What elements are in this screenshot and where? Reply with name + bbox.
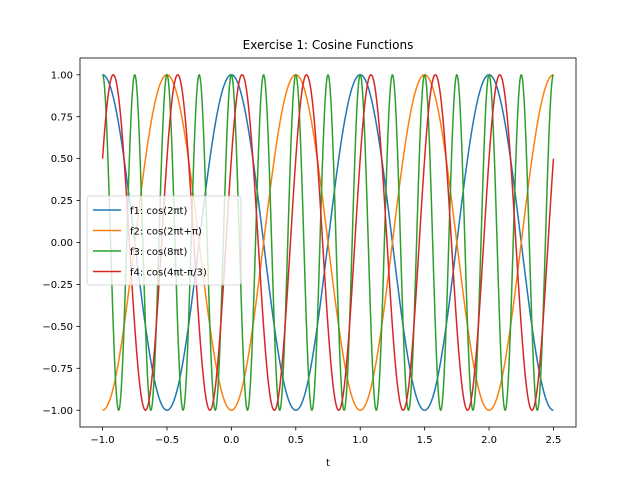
y-tick-label: 0.75 [51,112,73,123]
series-line-4 [101,74,555,411]
y-tick-label: 1.00 [51,70,73,81]
x-tick-label: 1.0 [352,435,368,446]
y-tick-label: −1.00 [42,406,73,417]
y-axis: −1.00 −0.75 −0.50 −0.25 0.00 0.25 0.50 0.75 1.00 [42,70,80,417]
legend-label-2: f2: cos(2πt+π) [130,227,202,238]
x-tick-label: 2.0 [481,435,497,446]
y-tick-label: 0.00 [51,238,73,249]
legend: f1: cos(2πt) f2: cos(2πt+π) f3: cos(8πt) f4… [86,195,242,286]
x-tick-label: 0.5 [288,435,304,446]
legend-box [86,195,242,286]
series-line-2 [102,74,554,411]
legend-label-4: f4: cos(4πt-π/3) [130,268,207,279]
series-layer [101,74,555,411]
x-tick-label: 1.5 [417,435,433,446]
x-axis: −1.0 −0.5 0.0 0.5 1.0 1.5 2.0 2.5 [90,427,561,446]
x-tick-label: 2.5 [546,435,562,446]
y-tick-label: −0.50 [42,322,73,333]
chart-title: Exercise 1: Cosine Functions [243,38,414,52]
x-tick-label: −0.5 [155,435,179,446]
x-tick-label: 0.0 [223,435,239,446]
x-axis-label: t [326,458,330,469]
y-tick-label: 0.25 [51,196,73,207]
legend-label-1: f1: cos(2πt) [130,206,187,217]
x-tick-label: −1.0 [90,435,114,446]
y-tick-label: −0.25 [42,280,73,291]
legend-label-3: f3: cos(8πt) [130,247,187,258]
y-tick-label: −0.75 [42,364,73,375]
y-tick-label: 0.50 [51,154,73,165]
